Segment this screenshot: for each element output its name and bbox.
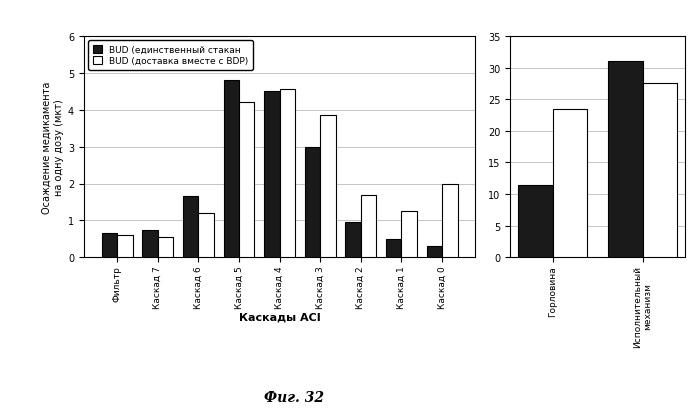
Bar <box>320 116 336 258</box>
Bar <box>158 237 173 258</box>
Bar <box>386 239 401 258</box>
X-axis label: Каскады ACI: Каскады ACI <box>239 312 320 322</box>
Bar <box>518 185 552 258</box>
Bar <box>224 81 239 258</box>
Bar <box>183 197 199 258</box>
Bar <box>305 147 320 258</box>
Bar <box>426 247 442 258</box>
Y-axis label: Осаждение медикамента
на одну дозу (мкт): Осаждение медикамента на одну дозу (мкт) <box>42 81 64 213</box>
Bar <box>361 195 376 258</box>
Bar <box>608 62 643 258</box>
Bar <box>143 230 158 258</box>
Bar <box>442 184 458 258</box>
Text: Фиг. 32: Фиг. 32 <box>264 390 324 404</box>
Bar <box>101 234 117 258</box>
Legend: BUD (единственный стакан, BUD (доставка вместе с BDP): BUD (единственный стакан, BUD (доставка … <box>88 41 253 70</box>
Bar <box>643 84 677 258</box>
Bar <box>117 236 133 258</box>
Bar <box>264 92 280 258</box>
Bar <box>552 109 587 258</box>
Bar <box>280 90 295 258</box>
Bar <box>401 212 417 258</box>
Bar <box>199 213 214 258</box>
Bar <box>239 103 254 258</box>
Bar <box>345 222 361 258</box>
